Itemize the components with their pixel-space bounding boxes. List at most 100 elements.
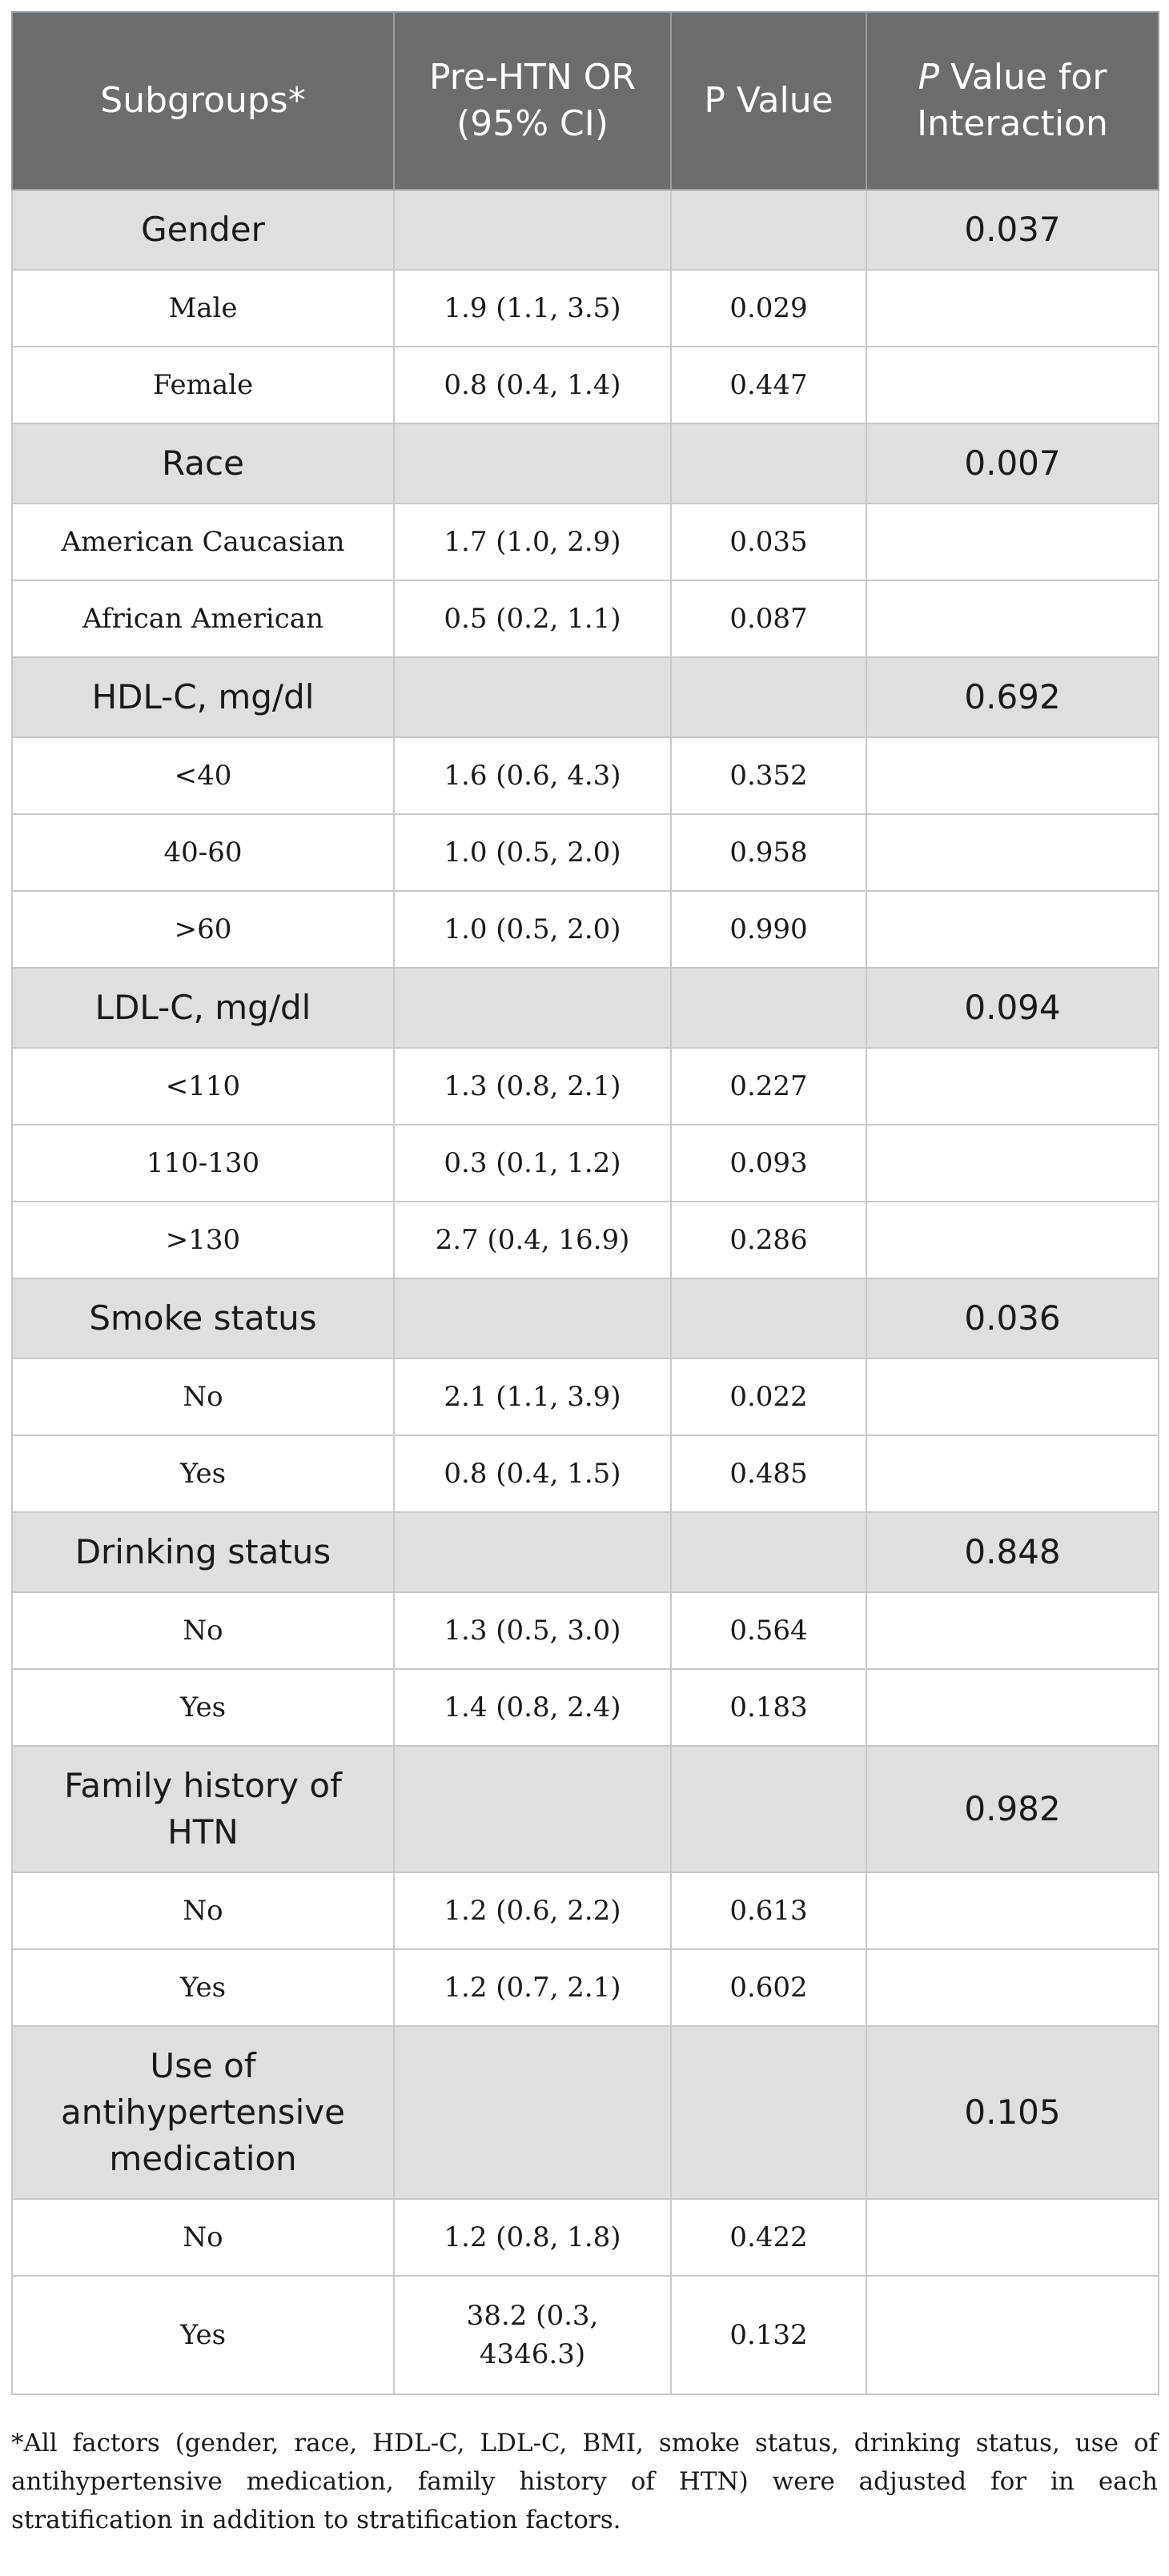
- subgroup-label: No: [11, 1591, 395, 1670]
- group-label: Smoke status: [11, 1278, 395, 1359]
- empty-cell: [866, 1948, 1159, 2027]
- odds-ratio-value: 1.3 (0.8, 2.1): [393, 1047, 672, 1125]
- table-row: <110 1.3 (0.8, 2.1) 0.227: [11, 1047, 1159, 1125]
- p-value: 0.286: [670, 1201, 867, 1279]
- group-label: Family history of HTN: [11, 1745, 395, 1873]
- group-label-text: HDL-C, mg/dl: [91, 677, 315, 716]
- empty-cell: [866, 1872, 1159, 1950]
- odds-ratio-text: 1.2 (0.6, 2.2): [444, 1895, 621, 1927]
- odds-ratio-value: 38.2 (0.3, 4346.3): [393, 2275, 672, 2395]
- table-row: >130 2.7 (0.4, 16.9) 0.286: [11, 1201, 1159, 1279]
- odds-ratio-value: 1.2 (0.6, 2.2): [393, 1872, 672, 1950]
- group-empty-cell: [670, 656, 867, 738]
- table-row: <40 1.6 (0.6, 4.3) 0.352: [11, 736, 1159, 815]
- group-empty-cell: [393, 967, 672, 1049]
- group-label: Drinking status: [11, 1511, 395, 1593]
- p-value: 0.422: [670, 2198, 867, 2277]
- odds-ratio-text: 0.8 (0.4, 1.5): [444, 1458, 621, 1490]
- p-interaction-value: 0.036: [866, 1278, 1159, 1359]
- odds-ratio-text: 2.7 (0.4, 16.9): [435, 1224, 630, 1256]
- group-label-text: Gender: [141, 210, 265, 249]
- odds-ratio-value: 2.1 (1.1, 3.9): [393, 1358, 672, 1436]
- odds-ratio-text: 1.6 (0.6, 4.3): [444, 760, 621, 792]
- table-row: Yes 0.8 (0.4, 1.5) 0.485: [11, 1434, 1159, 1513]
- subgroup-label: Yes: [11, 2275, 395, 2395]
- group-empty-cell: [670, 1278, 867, 1359]
- odds-ratio-value: 1.0 (0.5, 2.0): [393, 890, 672, 969]
- odds-ratio-value: 0.5 (0.2, 1.1): [393, 580, 672, 658]
- group-empty-cell: [393, 2025, 672, 2200]
- odds-ratio-value: 1.0 (0.5, 2.0): [393, 813, 672, 892]
- table-row: Yes 38.2 (0.3, 4346.3) 0.132: [11, 2275, 1159, 2395]
- odds-ratio-value: 1.2 (0.7, 2.1): [393, 1948, 672, 2027]
- subgroup-label: <40: [11, 736, 395, 815]
- subgroup-label: No: [11, 2198, 395, 2277]
- table-row: Male 1.9 (1.1, 3.5) 0.029: [11, 269, 1159, 347]
- p-interaction-value: 0.007: [866, 423, 1159, 504]
- empty-cell: [866, 2198, 1159, 2277]
- p-value: 0.447: [670, 346, 867, 424]
- odds-ratio-value: 0.8 (0.4, 1.4): [393, 346, 672, 424]
- odds-ratio-text: 1.3 (0.5, 3.0): [444, 1615, 621, 1647]
- group-header-row: HDL-C, mg/dl 0.692: [11, 656, 1159, 738]
- odds-ratio-value: 1.2 (0.8, 1.8): [393, 2198, 672, 2277]
- odds-ratio-text: 2.1 (1.1, 3.9): [444, 1381, 621, 1413]
- empty-cell: [866, 503, 1159, 581]
- odds-ratio-value: 1.4 (0.8, 2.4): [393, 1668, 672, 1747]
- odds-ratio-value: 1.9 (1.1, 3.5): [393, 269, 672, 347]
- group-empty-cell: [670, 1511, 867, 1593]
- group-label-text: Drinking status: [74, 1532, 331, 1571]
- table-row: >60 1.0 (0.5, 2.0) 0.990: [11, 890, 1159, 969]
- subgroup-label: No: [11, 1872, 395, 1950]
- odds-ratio-text: 1.0 (0.5, 2.0): [444, 913, 621, 945]
- empty-cell: [866, 580, 1159, 658]
- p-interaction-value: 0.037: [866, 189, 1159, 271]
- empty-cell: [866, 1434, 1159, 1513]
- p-value: 0.602: [670, 1948, 867, 2027]
- p-value: 0.035: [670, 503, 867, 581]
- group-empty-cell: [393, 1511, 672, 1593]
- header-p-interaction: P Value for Interaction: [866, 11, 1159, 191]
- p-interaction-value: 0.982: [866, 1745, 1159, 1873]
- p-value: 0.087: [670, 580, 867, 658]
- p-value: 0.352: [670, 736, 867, 815]
- odds-ratio-text: 0.3 (0.1, 1.2): [444, 1147, 621, 1179]
- odds-ratio-text: 1.3 (0.8, 2.1): [444, 1070, 621, 1102]
- p-interaction-value: 0.848: [866, 1511, 1159, 1593]
- group-header-row: LDL-C, mg/dl 0.094: [11, 967, 1159, 1049]
- empty-cell: [866, 1668, 1159, 1747]
- group-empty-cell: [670, 2025, 867, 2200]
- header-p-value: P Value: [670, 11, 867, 191]
- odds-ratio-text: 1.7 (1.0, 2.9): [444, 526, 621, 558]
- table-row: American Caucasian 1.7 (1.0, 2.9) 0.035: [11, 503, 1159, 581]
- group-label: HDL-C, mg/dl: [11, 656, 395, 738]
- header-odds-ratio: Pre-HTN OR (95% CI): [393, 11, 672, 191]
- subgroup-label: 110-130: [11, 1124, 395, 1202]
- p-value: 0.183: [670, 1668, 867, 1747]
- subgroup-label: 40-60: [11, 813, 395, 892]
- p-value: 0.093: [670, 1124, 867, 1202]
- group-header-row: Use of antihypertensive medication 0.105: [11, 2025, 1159, 2200]
- table-row: 110-130 0.3 (0.1, 1.2) 0.093: [11, 1124, 1159, 1202]
- subgroup-label: American Caucasian: [11, 503, 395, 581]
- empty-cell: [866, 269, 1159, 347]
- subgroup-label: African American: [11, 580, 395, 658]
- odds-ratio-text: 38.2 (0.3, 4346.3): [466, 2300, 599, 2370]
- group-empty-cell: [670, 423, 867, 504]
- table-row: Yes 1.2 (0.7, 2.1) 0.602: [11, 1948, 1159, 2027]
- p-value: 0.958: [670, 813, 867, 892]
- header-p-interaction-rest: Value for Interaction: [917, 57, 1108, 144]
- empty-cell: [866, 1591, 1159, 1670]
- subgroup-label: >60: [11, 890, 395, 969]
- subgroup-analysis-table: Subgroups* Pre-HTN OR (95% CI) P Value P…: [11, 11, 1159, 2395]
- group-empty-cell: [393, 1745, 672, 1873]
- group-empty-cell: [393, 656, 672, 738]
- group-empty-cell: [393, 189, 672, 271]
- empty-cell: [866, 890, 1159, 969]
- group-label-text: LDL-C, mg/dl: [94, 988, 311, 1027]
- odds-ratio-text: 1.2 (0.8, 1.8): [444, 2221, 621, 2253]
- table-row: 40-60 1.0 (0.5, 2.0) 0.958: [11, 813, 1159, 892]
- table-row: No 2.1 (1.1, 3.9) 0.022: [11, 1358, 1159, 1436]
- group-label-text: Smoke status: [89, 1298, 317, 1338]
- table-row: No 1.2 (0.6, 2.2) 0.613: [11, 1872, 1159, 1950]
